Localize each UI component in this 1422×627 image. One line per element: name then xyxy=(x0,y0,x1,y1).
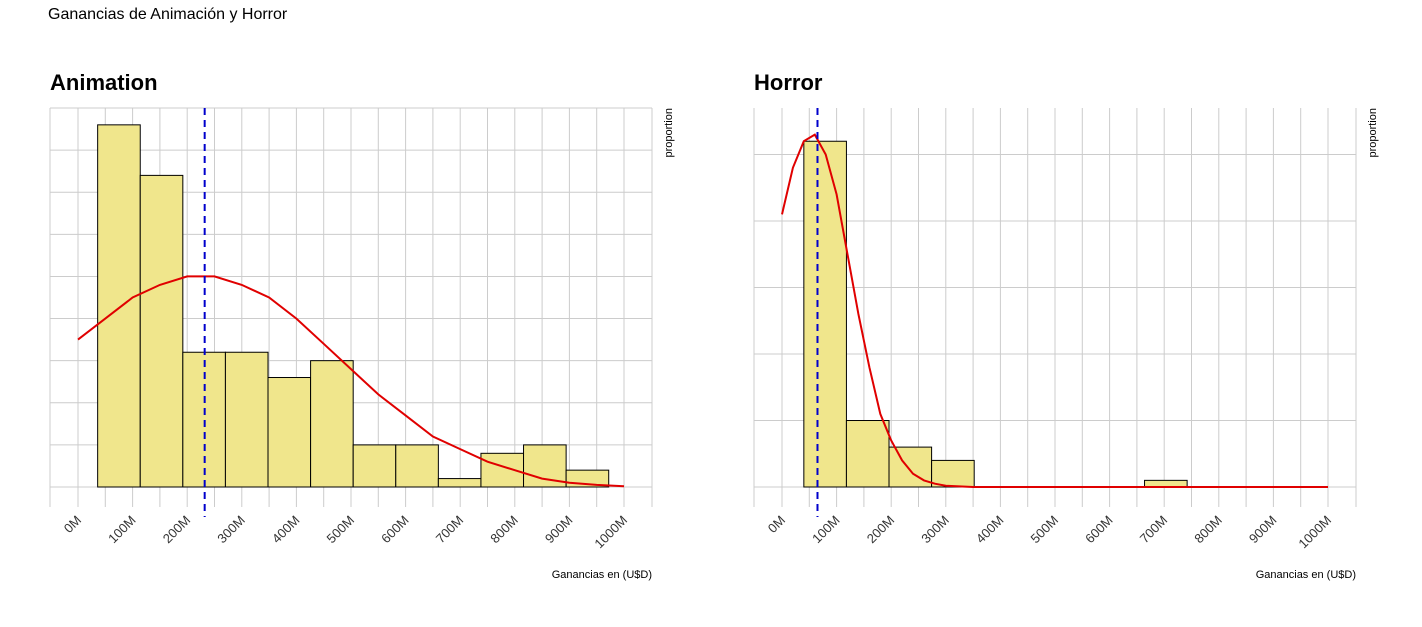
x-tick-label: 900M xyxy=(542,513,576,547)
x-tick-label: 600M xyxy=(1082,513,1116,547)
x-tick-label: 800M xyxy=(487,513,521,547)
histogram-bar xyxy=(931,459,975,488)
x-tick-label: 500M xyxy=(324,513,358,547)
x-tick-label: 100M xyxy=(809,513,843,547)
x-tick-label: 1000M xyxy=(1295,513,1334,552)
x-tick-label: 100M xyxy=(105,513,139,547)
x-tick-label: 200M xyxy=(864,513,898,547)
histogram-bar xyxy=(310,360,354,488)
histogram-bar xyxy=(845,420,890,488)
x-tick-label: 400M xyxy=(973,513,1007,547)
panel-title: Horror xyxy=(754,70,823,95)
x-tick-label: 900M xyxy=(1246,513,1280,547)
y-axis-label: proportion xyxy=(1367,108,1379,158)
histogram-bar xyxy=(97,124,141,488)
x-tick-label: 300M xyxy=(214,513,248,547)
density-curve xyxy=(77,275,625,488)
histogram-bar xyxy=(352,444,397,488)
x-tick-label: 800M xyxy=(1191,513,1225,547)
density-curve xyxy=(781,133,1328,488)
x-tick-label: 700M xyxy=(433,513,467,547)
x-axis-label: Ganancias en (U$D) xyxy=(552,569,652,581)
histogram-bar xyxy=(395,444,439,488)
histogram-bar xyxy=(803,140,847,488)
horror-panel: Horror 0M 100M 200M 300M 400M 500M 600M 700M 800M… xyxy=(753,70,1379,581)
x-tick-label: 700M xyxy=(1137,513,1171,547)
y-axis-label: proportion xyxy=(663,108,675,158)
x-tick-label: 200M xyxy=(160,513,194,547)
histogram-bar xyxy=(437,478,482,488)
x-tick-label: 300M xyxy=(918,513,952,547)
figure-title: Ganancias de Animación y Horror xyxy=(48,6,288,23)
panel-title: Animation xyxy=(50,70,158,95)
histogram-bar xyxy=(224,351,269,488)
x-tick-label: 500M xyxy=(1028,513,1062,547)
histogram-bar xyxy=(139,174,184,488)
x-tick-label: 400M xyxy=(269,513,303,547)
x-tick-label: 1000M xyxy=(591,513,630,552)
x-tick-label: 600M xyxy=(378,513,412,547)
x-tick-label: 0M xyxy=(61,513,84,536)
x-tick-label: 0M xyxy=(765,513,788,536)
histogram-bar xyxy=(267,377,312,488)
animation-panel: Animation 0M 100M 200M 300M 400M 500M 600M 700M 8… xyxy=(49,70,675,581)
x-axis-label: Ganancias en (U$D) xyxy=(1256,569,1356,581)
